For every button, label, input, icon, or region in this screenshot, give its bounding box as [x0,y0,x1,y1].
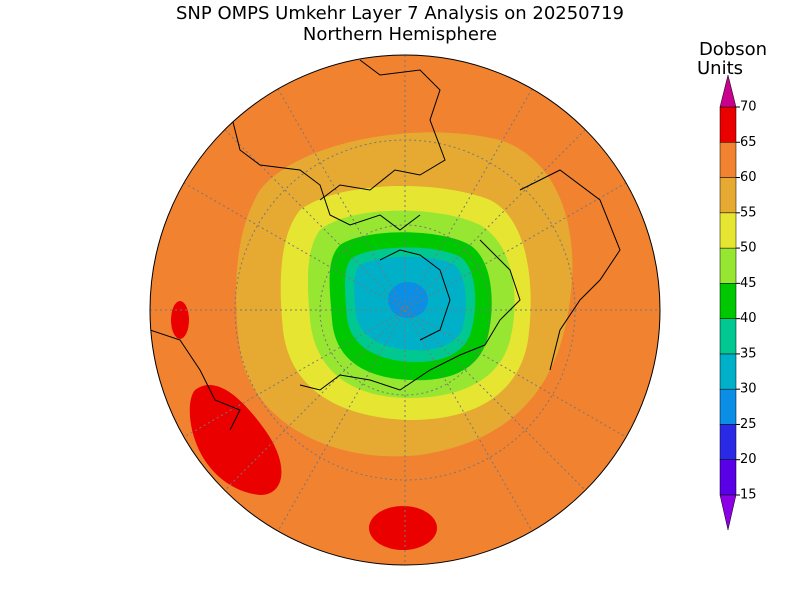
colorbar-band [719,424,737,460]
colorbar-tick-label: 40 [740,311,757,326]
colorbar-tick-label: 20 [740,452,757,467]
colorbar-band [719,459,737,496]
colorbar-under [719,494,737,531]
colorbar-tick-label: 60 [740,170,757,185]
colorbar-tick-label: 35 [740,346,757,361]
colorbar-tick-label: 50 [740,241,757,256]
colorbar-band [719,177,737,214]
map-border [149,54,661,566]
colorbar-band [719,247,737,284]
legend-label: Dobson [699,39,767,60]
colorbar-tick-label: 25 [740,417,757,432]
colorbar: 15 20 25 30 35 40 45 50 55 60 65 70 [719,74,757,531]
colorbar-band [719,212,737,249]
contour-65-70 [189,384,282,495]
colorbar-tick-label: 15 [740,488,757,503]
colorbar-tick-label: 65 [740,135,757,150]
colorbar-band [719,353,737,390]
ozone-map [150,55,660,565]
colorbar-band [719,388,737,425]
graticule [150,55,660,565]
colorbar-band [719,283,737,319]
colorbar-band [719,318,737,355]
colorbar-over [719,74,737,108]
subtitle: Northern Hemisphere [303,24,497,45]
contour-25-30 [388,282,428,318]
colorbar-tick-label: 55 [740,205,757,220]
coastlines [150,59,621,431]
colorbar-tick-label: 70 [740,100,757,115]
colorbar-tick-label: 30 [740,382,757,397]
contour-65-70 [369,506,437,550]
title: SNP OMPS Umkehr Layer 7 Analysis on 2025… [176,3,624,24]
legend-label: Units [697,58,743,79]
colorbar-band [719,106,737,143]
contour-65-70 [171,301,189,339]
colorbar-band [719,142,737,178]
colorbar-tick-label: 45 [740,276,757,291]
